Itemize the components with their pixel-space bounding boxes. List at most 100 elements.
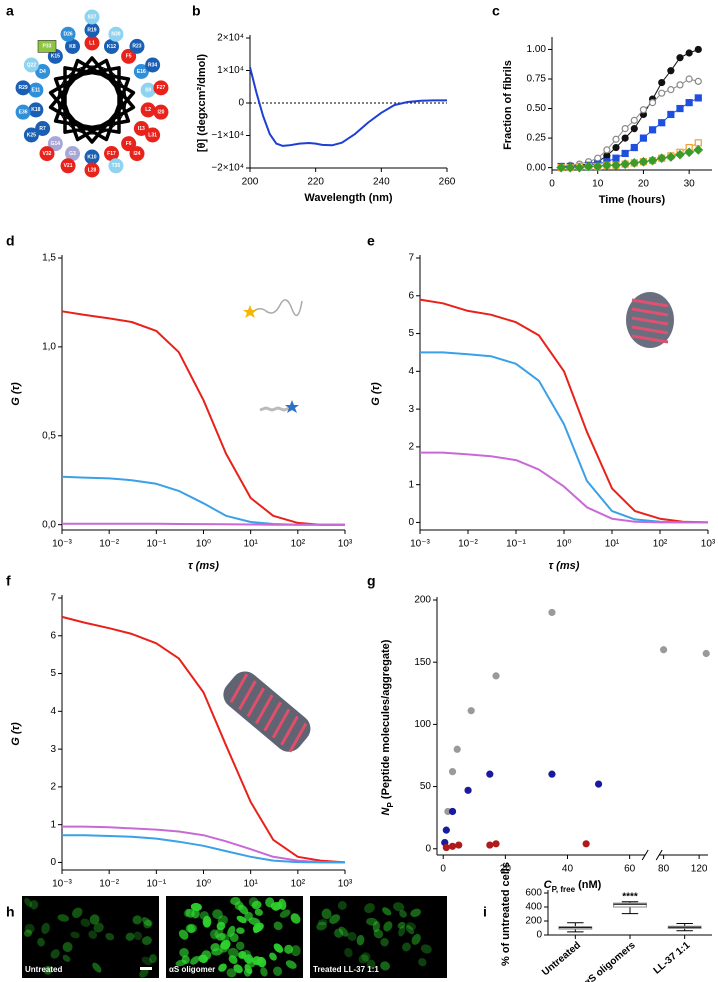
y-axis-label: G (τ) <box>370 382 382 406</box>
cell-nucleus <box>284 944 294 954</box>
cell-nucleus <box>269 952 277 961</box>
residue-label: G14 <box>51 141 61 147</box>
cell-nucleus <box>70 931 80 939</box>
cell-nucleus <box>238 951 247 959</box>
residue <box>84 22 100 38</box>
series-line <box>61 310 345 526</box>
x-tick-label: 260 <box>439 177 456 188</box>
point <box>486 841 494 849</box>
x-axis-label: CP, free (nM) <box>544 879 602 894</box>
cell-nucleus <box>141 917 152 927</box>
x-tick-label: 10¹ <box>243 539 258 550</box>
trend-line <box>561 49 699 167</box>
series-line <box>420 451 708 524</box>
point <box>448 768 457 776</box>
residue-label: D4 <box>39 69 46 75</box>
inset-stripe <box>254 694 274 725</box>
point <box>603 152 611 160</box>
point <box>442 843 450 852</box>
y-tick-label: 0 <box>536 930 542 941</box>
point <box>685 49 693 57</box>
point <box>556 162 566 173</box>
residue <box>121 48 137 64</box>
cell-nucleus <box>133 931 143 941</box>
point <box>675 149 685 160</box>
series-line <box>62 834 345 864</box>
x-tick-label: 10⁻¹ <box>146 879 166 890</box>
cell-nucleus <box>80 918 91 927</box>
cell-nucleus <box>141 956 153 966</box>
x-tick-label: 0 <box>440 864 446 875</box>
residue <box>140 82 156 98</box>
y-tick-label: 4 <box>50 706 56 717</box>
point <box>594 780 603 788</box>
residue <box>65 146 81 162</box>
cell-nucleus <box>411 933 421 945</box>
point <box>658 78 666 87</box>
point <box>693 145 704 155</box>
panel-label: f <box>6 573 11 589</box>
y-axis-label: G (τ) <box>10 382 22 406</box>
cell-nucleus <box>125 932 135 941</box>
x-tick-label: 10⁻² <box>99 879 119 890</box>
y-tick-label: 1 <box>50 819 56 830</box>
residue <box>60 26 76 42</box>
cell-nucleus <box>236 915 247 924</box>
inset-stripe <box>288 722 308 753</box>
residue-label: R23 <box>132 44 141 50</box>
residue-label: V32 <box>43 151 52 157</box>
residue-label: R29 <box>18 85 27 91</box>
residue <box>133 64 149 79</box>
residue <box>153 104 169 120</box>
x-tick-label: 10 <box>592 179 604 190</box>
y-axis-label: Fraction of fibrils <box>502 60 514 150</box>
cell-nucleus <box>29 900 39 910</box>
cell-nucleus <box>273 966 283 976</box>
micrograph <box>310 896 447 978</box>
cell-nucleus <box>321 908 332 920</box>
y-tick-label: 150 <box>414 657 431 668</box>
micrograph <box>22 896 159 978</box>
x-tick-label: 220 <box>307 177 324 188</box>
cell-nucleus <box>179 947 189 958</box>
point <box>442 826 450 834</box>
cell-nucleus <box>228 947 239 958</box>
y-axis-label: [θ] (degxcm²/dmol) <box>196 54 208 153</box>
cell-nucleus <box>37 937 45 947</box>
residue-label: Q22 <box>27 62 37 68</box>
point <box>656 153 667 164</box>
x-tick-label: 10⁻² <box>99 539 119 550</box>
cell-nucleus <box>382 907 392 916</box>
x-axis-label: Wavelength (nm) <box>304 192 393 204</box>
residue <box>153 80 169 96</box>
inset-stripe <box>631 334 669 344</box>
cell-nucleus <box>347 932 357 941</box>
y-tick-label: −2×10⁴ <box>211 163 244 174</box>
box <box>613 902 647 908</box>
cell-nucleus <box>92 962 102 973</box>
cell-nucleus <box>24 897 32 908</box>
point <box>666 152 676 162</box>
residue <box>15 80 31 96</box>
residue-label: E36 <box>19 109 28 115</box>
cell-nucleus <box>50 949 60 959</box>
inset-dye <box>285 400 299 413</box>
series-line <box>419 298 709 524</box>
residue-label: K18 <box>31 107 40 113</box>
series-line <box>61 475 345 526</box>
cell-nucleus <box>93 922 104 933</box>
residue-label: I20 <box>157 109 164 115</box>
cell-nucleus <box>290 913 301 924</box>
cell-nucleus <box>190 956 200 965</box>
point <box>611 160 621 171</box>
y-tick-label: 5 <box>50 668 56 679</box>
label-symbol: C <box>544 879 553 891</box>
cell-nucleus <box>418 958 427 967</box>
residue-label: L1 <box>89 40 95 46</box>
residue <box>140 102 156 118</box>
x-tick-label: 10⁻³ <box>410 539 430 550</box>
point <box>639 106 648 114</box>
cell-nucleus <box>420 944 432 954</box>
point <box>667 67 675 75</box>
point <box>492 840 500 848</box>
